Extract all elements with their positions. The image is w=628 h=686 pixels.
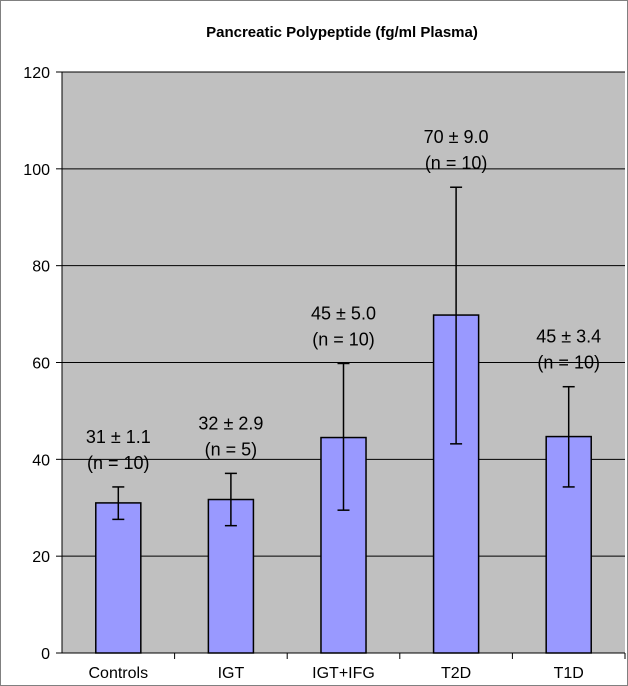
y-tick-label: 100 <box>23 162 50 179</box>
x-tick-label: T2D <box>441 665 471 682</box>
data-label-n: (n = 5) <box>205 439 258 459</box>
data-label-n: (n = 10) <box>87 453 150 473</box>
y-tick-label: 0 <box>41 646 50 663</box>
x-tick-label: IGT+IFG <box>312 665 375 682</box>
y-tick-label: 20 <box>32 549 50 566</box>
error-bars <box>112 186 575 527</box>
data-label-value: 31 ± 1.1 <box>86 427 151 447</box>
y-tick-label: 40 <box>32 452 50 469</box>
x-tick-label: Controls <box>89 665 149 682</box>
data-label-n: (n = 10) <box>312 329 375 349</box>
data-label-n: (n = 10) <box>425 153 488 173</box>
x-tick-label: T1D <box>554 665 584 682</box>
y-tick-label: 60 <box>32 356 50 373</box>
chart-title: Pancreatic Polypeptide (fg/ml Plasma) <box>206 24 478 41</box>
y-tick-label: 120 <box>23 65 50 82</box>
bar-controls <box>95 502 142 654</box>
data-label-n: (n = 10) <box>537 353 600 373</box>
data-label-value: 45 ± 3.4 <box>536 327 601 347</box>
axes: 0 20 40 60 80 100 120 Controls IGT IGT+IFG T2D T1D <box>23 65 626 682</box>
data-label-value: 32 ± 2.9 <box>198 413 263 433</box>
y-tick-label: 80 <box>32 259 50 276</box>
data-label-value: 45 ± 5.0 <box>311 303 376 323</box>
data-labels: 31 ± 1.1 (n = 10) 32 ± 2.9 (n = 5) 45 ± 5.0 (… <box>86 127 601 473</box>
x-tick-label: IGT <box>218 665 245 682</box>
data-label-value: 70 ± 9.0 <box>424 127 489 147</box>
